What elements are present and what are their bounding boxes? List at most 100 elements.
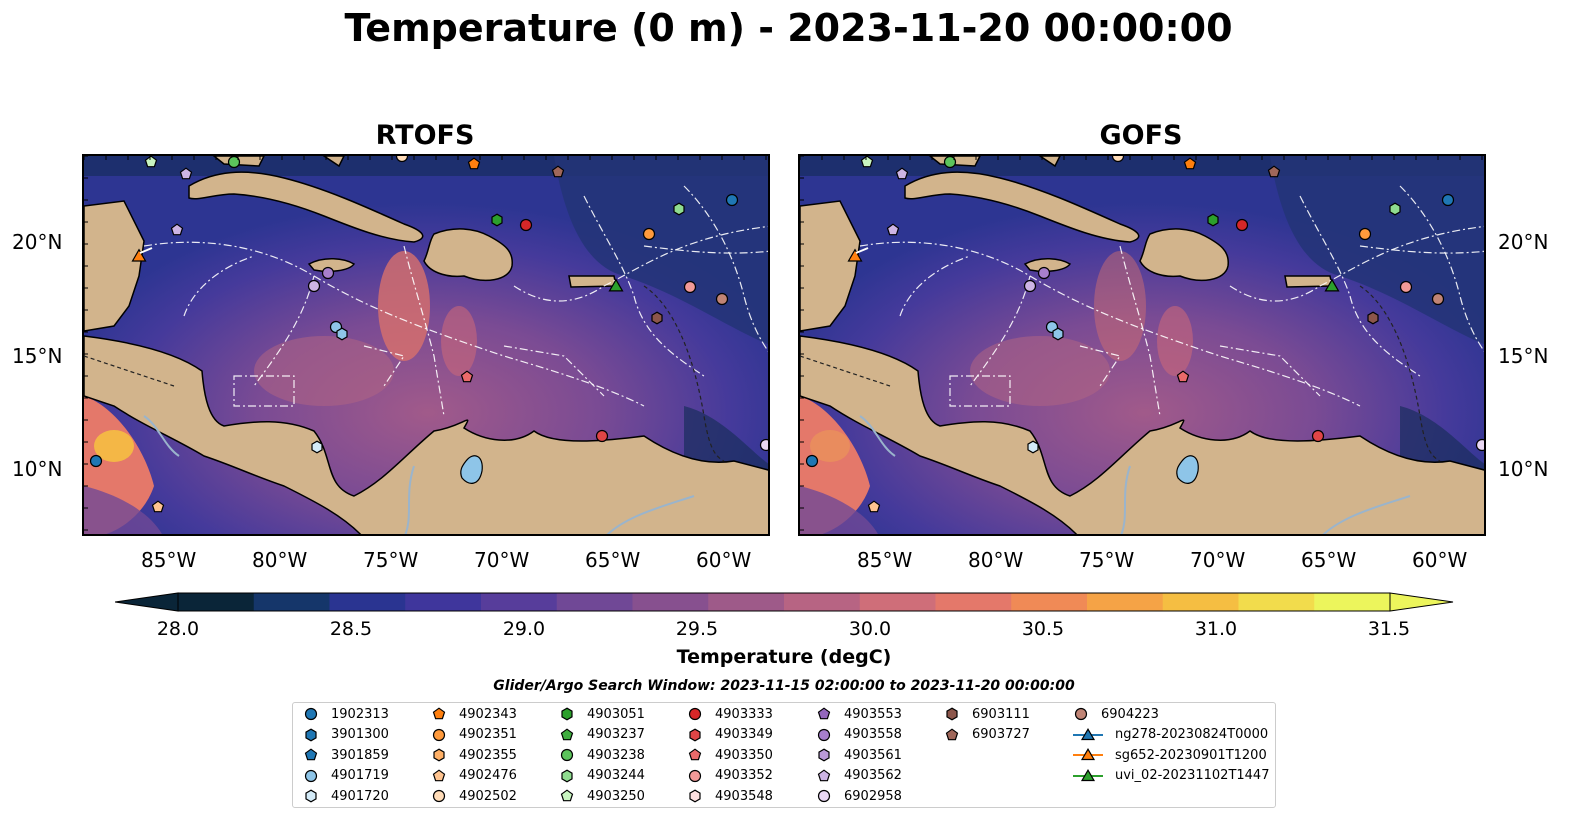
legend-label: ng278-20230824T0000 xyxy=(1115,727,1269,742)
colorbar-tick-label: 30.5 xyxy=(1021,618,1065,640)
lat-label-left-15: 15°N xyxy=(12,344,63,368)
legend-label: 4902502 xyxy=(459,788,517,804)
argo-float-marker xyxy=(1441,193,1455,207)
argo-float-marker xyxy=(1052,327,1064,341)
legend-entry: 4902343 xyxy=(431,706,517,722)
argo-float-marker xyxy=(144,156,158,168)
colorbar-segment xyxy=(481,593,558,611)
pentagon-marker-icon xyxy=(432,768,446,781)
legend-label: 4902355 xyxy=(459,747,517,763)
pentagon-marker-icon xyxy=(817,707,831,720)
colorbar-segment xyxy=(1314,593,1391,611)
lake-nicaragua xyxy=(143,415,180,457)
legend-entry: 4903051 xyxy=(559,706,645,722)
argo-float-marker xyxy=(886,223,900,236)
hexagon-marker-icon xyxy=(818,748,830,762)
pentagon-marker-icon xyxy=(560,789,574,802)
rtofs-map[interactable] xyxy=(82,154,770,536)
eez-boundary xyxy=(363,345,405,387)
triangle-marker-icon xyxy=(1073,768,1103,781)
circle-marker-icon xyxy=(432,789,446,803)
hexagon-marker-icon xyxy=(305,789,317,803)
argo-float-marker xyxy=(860,156,874,168)
legend-entry: 4903562 xyxy=(816,768,902,784)
lon-label-right-75: 75°W xyxy=(1079,548,1135,572)
argo-float-marker xyxy=(1111,156,1125,163)
eez-boundary xyxy=(1399,185,1484,352)
lat-label-left-20: 20°N xyxy=(12,230,63,254)
legend-entry: 4902476 xyxy=(431,768,517,784)
eez-boundary xyxy=(859,241,1361,407)
triangle-marker-icon xyxy=(1073,727,1103,740)
legend-entry: 6903111 xyxy=(944,706,1030,722)
argo-float-marker xyxy=(227,156,241,169)
legend-entry: 6904223 xyxy=(1073,706,1159,722)
puerto-rico-island xyxy=(568,275,617,288)
legend-entry: 3901859 xyxy=(303,747,389,763)
lon-label-left-65: 65°W xyxy=(585,548,641,572)
border-line xyxy=(800,355,891,387)
triangle-marker-icon xyxy=(1073,748,1103,761)
lon-label-left-85: 85°W xyxy=(141,548,197,572)
pacific-region xyxy=(84,486,162,534)
main-title: Temperature (0 m) - 2023-11-20 00:00:00 xyxy=(344,6,1233,50)
colorbar-segment xyxy=(632,593,709,611)
legend-label: 4903333 xyxy=(715,706,773,722)
pentagon-marker-icon xyxy=(817,768,831,781)
colorbar-segment xyxy=(1087,593,1164,611)
pentagon-marker-icon xyxy=(304,748,318,761)
legend-entry: 4902355 xyxy=(431,747,517,763)
lon-label-left-60: 60°W xyxy=(696,548,752,572)
colorbar-segment xyxy=(1162,593,1239,611)
argo-float-marker xyxy=(1431,292,1445,306)
glider-track xyxy=(855,247,869,254)
gofs-map[interactable] xyxy=(798,154,1486,536)
argo-float-marker xyxy=(151,500,165,513)
legend-label: 4903051 xyxy=(587,706,645,722)
lat-label-right-15: 15°N xyxy=(1498,344,1549,368)
legend-entry: 4901720 xyxy=(303,788,389,804)
colorbar-segment xyxy=(329,593,406,611)
lake-nicaragua xyxy=(859,415,896,457)
colorbar-tick-label: 30.0 xyxy=(848,618,892,640)
argo-float-marker xyxy=(1023,279,1037,293)
legend-entry: 4903548 xyxy=(687,788,773,804)
colorbar-label: Temperature (degC) xyxy=(676,646,892,668)
legend-label: 4903553 xyxy=(844,706,902,722)
argo-float-marker xyxy=(395,156,409,163)
legend-entry: 4903558 xyxy=(816,727,902,743)
legend-label: 4903562 xyxy=(844,768,902,783)
border-line xyxy=(84,355,175,387)
legend-label: 4903349 xyxy=(715,727,773,742)
legend-label: 6902958 xyxy=(844,788,902,804)
colorbar-tick-label: 31.5 xyxy=(1367,618,1411,640)
colorbar-extend-low xyxy=(115,592,179,612)
legend-label: 4903561 xyxy=(844,747,902,763)
legend-entry: 6903727 xyxy=(944,727,1030,743)
argo-float-marker xyxy=(1399,280,1413,294)
argo-float-marker xyxy=(321,266,335,280)
argo-float-marker xyxy=(336,327,348,341)
argo-float-marker xyxy=(491,213,503,227)
bahamas-island xyxy=(1038,156,1061,168)
colorbar-segment xyxy=(178,593,255,611)
pentagon-marker-icon xyxy=(688,748,702,761)
argo-float-marker xyxy=(867,500,881,513)
legend-label: 4902476 xyxy=(459,768,517,783)
search-window-caption: Glider/Argo Search Window: 2023-11-15 02… xyxy=(493,678,1075,694)
argo-float-marker xyxy=(551,165,565,178)
panel-title-rtofs: RTOFS xyxy=(375,120,475,151)
eez-boundary xyxy=(233,375,295,407)
legend-label: 4903352 xyxy=(715,768,773,783)
pentagon-marker-icon xyxy=(432,707,446,720)
lat-label-right-20: 20°N xyxy=(1498,230,1549,254)
legend-entry: 3901300 xyxy=(303,727,389,743)
legend-entry: 4903244 xyxy=(559,768,645,784)
colorbar xyxy=(115,592,1454,612)
warm-region xyxy=(970,336,1110,406)
hispaniola-island xyxy=(1139,228,1229,282)
bathymetry-contour xyxy=(1359,285,1441,462)
argo-float-marker xyxy=(651,311,663,325)
circle-marker-icon xyxy=(688,769,702,782)
legend-label: 4903558 xyxy=(844,727,902,742)
